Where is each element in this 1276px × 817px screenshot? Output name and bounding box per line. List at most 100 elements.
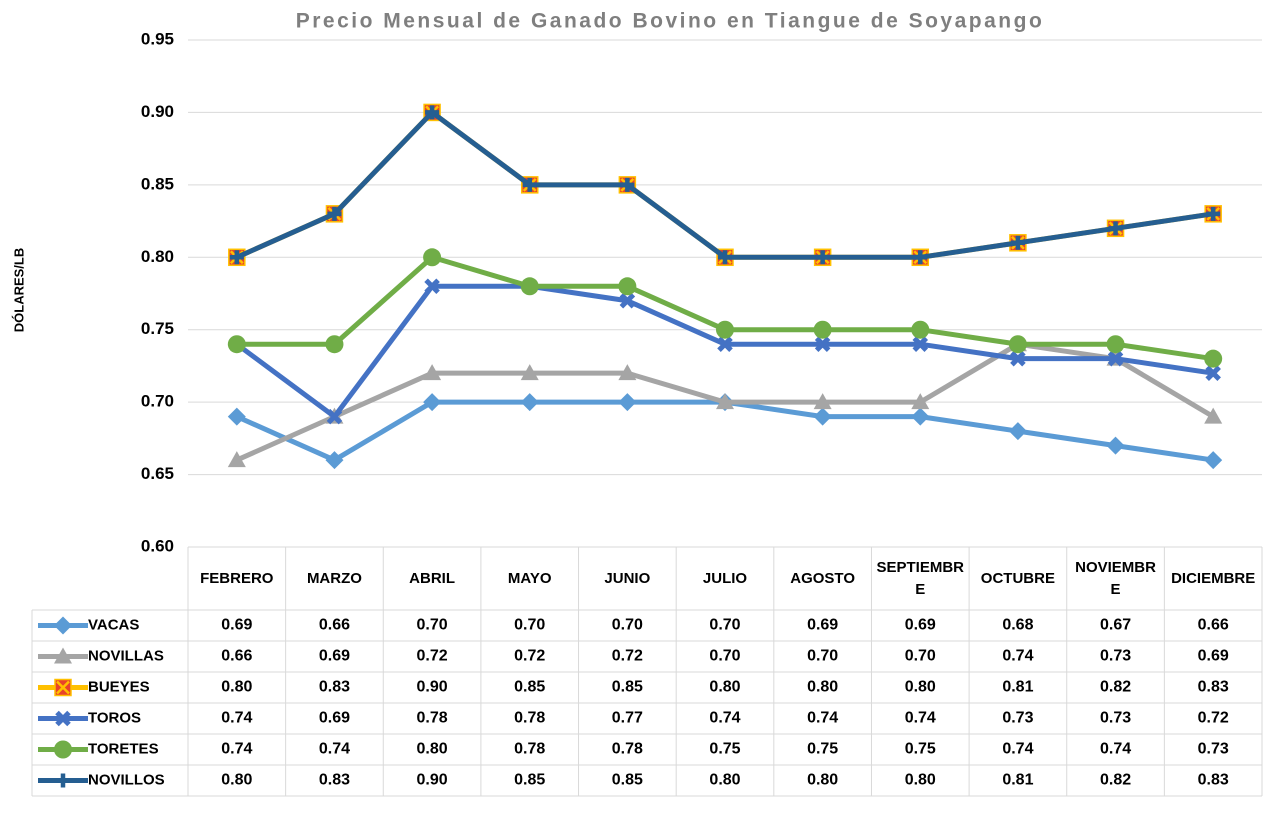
marker-shape <box>423 393 442 412</box>
x-tick-cell: MARZO <box>307 570 362 587</box>
marker <box>813 393 832 410</box>
marker-shape <box>423 364 442 381</box>
x-tick-cell: FEBRERO <box>200 569 274 587</box>
marker-shape <box>1106 335 1125 354</box>
table-value: 0.73 <box>1002 710 1033 727</box>
marker <box>1206 206 1221 221</box>
table-value: 0.69 <box>1198 648 1229 665</box>
marker-shape <box>1108 221 1123 236</box>
marker <box>54 647 72 664</box>
marker <box>716 320 734 339</box>
marker-shape <box>54 616 72 635</box>
marker-shape <box>54 740 72 759</box>
x-tick-cell: DICIEMBRE <box>1171 570 1255 587</box>
chart-title: Precio Mensual de Ganado Bovino en Tiang… <box>296 10 1045 33</box>
marker-shape <box>618 364 637 381</box>
table-value: 0.80 <box>709 772 740 789</box>
x-tick-cell: SEPTIEMBRE <box>876 558 965 598</box>
table-value: 0.80 <box>807 772 838 789</box>
table-value: 0.85 <box>514 679 545 696</box>
marker-shape <box>1008 422 1027 441</box>
marker-shape <box>327 206 342 221</box>
marker-shape <box>716 320 734 339</box>
marker-shape <box>1204 451 1223 470</box>
marker-shape <box>1204 349 1223 368</box>
x-tick-cell: JULIO <box>703 570 747 587</box>
marker <box>327 206 342 221</box>
marker <box>522 177 537 192</box>
marker <box>718 250 732 265</box>
x-tick-label: SEPTIEMBRE <box>876 558 965 598</box>
table-value: 0.74 <box>709 710 740 727</box>
legend-label: NOVILLOS <box>88 771 165 788</box>
marker-shape <box>1204 407 1223 424</box>
marker-shape <box>1106 436 1125 455</box>
table-value: 0.70 <box>905 648 936 665</box>
legend-label: NOVILLAS <box>88 647 164 664</box>
marker-shape <box>229 250 244 265</box>
marker-shape <box>325 335 344 354</box>
marker-shape <box>1206 206 1221 221</box>
table-value: 0.90 <box>417 679 448 696</box>
y-tick-label: 0.95 <box>141 29 174 48</box>
marker-shape <box>911 320 930 339</box>
legend-label: VACAS <box>88 616 139 633</box>
marker-shape <box>326 408 343 425</box>
table-value: 0.83 <box>319 772 350 789</box>
table-value: 0.70 <box>709 617 740 634</box>
marker-shape <box>1010 235 1025 250</box>
marker <box>55 710 71 727</box>
legend-label: BUEYES <box>88 678 150 695</box>
marker <box>1106 436 1125 455</box>
marker-shape <box>619 292 636 309</box>
marker <box>1204 349 1223 368</box>
marker <box>1106 335 1125 354</box>
marker-shape <box>54 647 72 664</box>
marker-shape <box>1008 335 1027 354</box>
table-value: 0.83 <box>1198 679 1229 696</box>
table-value: 0.78 <box>417 710 448 727</box>
marker <box>520 364 539 381</box>
marker <box>424 278 440 295</box>
marker-shape <box>227 451 246 468</box>
marker <box>911 320 930 339</box>
marker <box>423 248 442 267</box>
table-value: 0.90 <box>417 772 448 789</box>
x-tick-cell: JUNIO <box>604 570 650 587</box>
x-tick-label: FEBRERO <box>200 569 274 587</box>
marker <box>1008 335 1027 354</box>
table-value: 0.83 <box>1198 772 1229 789</box>
marker-shape <box>1010 350 1026 367</box>
table-value: 0.69 <box>905 617 936 634</box>
table-value: 0.73 <box>1100 648 1131 665</box>
marker <box>1107 350 1124 367</box>
marker <box>56 773 70 788</box>
marker <box>618 277 637 296</box>
marker-shape <box>618 393 637 412</box>
table-value: 0.72 <box>1198 710 1229 727</box>
marker <box>716 393 734 410</box>
marker <box>1010 235 1025 250</box>
marker-shape <box>520 364 539 381</box>
marker-shape <box>1205 365 1221 381</box>
legend-label: TORETES <box>88 740 159 757</box>
table-value: 0.74 <box>807 710 838 727</box>
marker-shape <box>520 277 539 296</box>
marker <box>1204 407 1223 424</box>
x-tick-cell: OCTUBRE <box>981 570 1055 587</box>
x-tick-cell: MAYO <box>508 570 552 587</box>
marker <box>913 250 928 265</box>
marker-shape <box>815 250 830 265</box>
table-value: 0.80 <box>221 679 252 696</box>
table-value: 0.82 <box>1100 679 1131 696</box>
table-value: 0.74 <box>1002 648 1033 665</box>
marker <box>520 393 539 412</box>
marker <box>54 678 72 697</box>
marker <box>1108 221 1123 236</box>
table-value: 0.80 <box>417 741 448 758</box>
table-value: 0.74 <box>221 710 252 727</box>
marker-shape <box>717 336 733 352</box>
marker-shape <box>56 680 70 695</box>
table-value: 0.69 <box>319 648 350 665</box>
marker-shape <box>520 393 539 412</box>
